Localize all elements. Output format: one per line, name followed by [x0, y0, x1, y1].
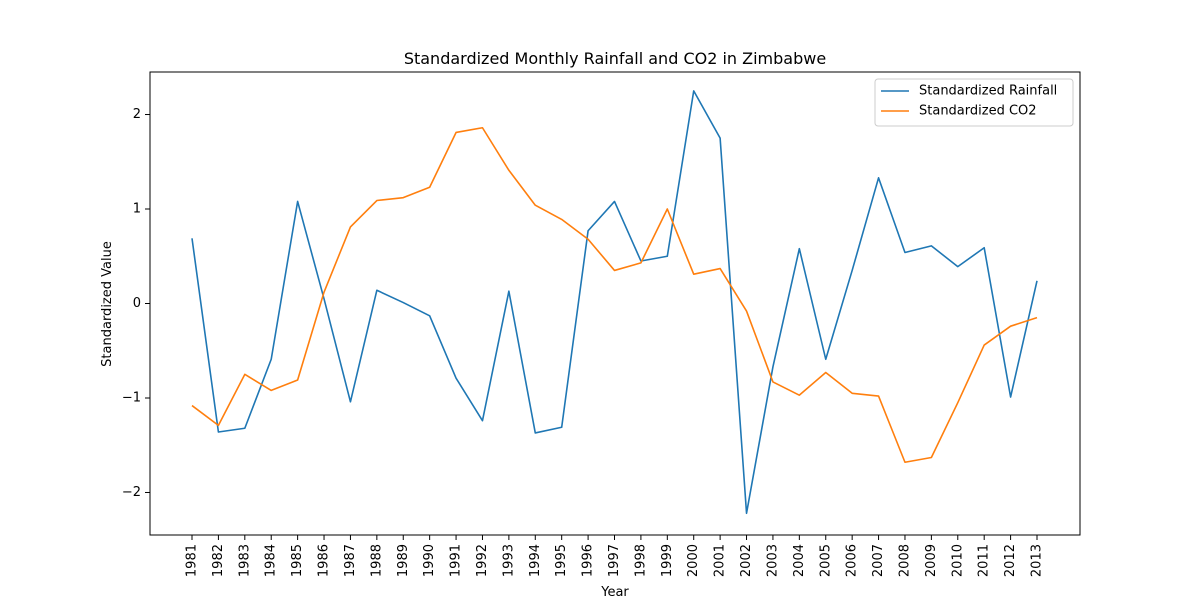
legend-label: Standardized CO2 [919, 104, 1037, 119]
x-tick-label: 2006 [845, 544, 860, 577]
x-tick-label: 2002 [739, 544, 754, 577]
x-tick-label: 2000 [686, 544, 701, 577]
x-axis: 1981 1982 1983 1984 1985 1986 1987 1988 1989 1990… [185, 535, 1045, 577]
series-lines [191, 90, 1038, 515]
x-tick-label: 1985 [290, 544, 305, 577]
legend: Standardized Rainfall Standardized CO2 [874, 78, 1074, 127]
series-line-co2 [191, 126, 1038, 464]
x-tick-label: 1992 [475, 544, 490, 577]
legend-label: Standardized Rainfall [919, 84, 1057, 99]
y-axis: −2 −1 0 1 2 [122, 107, 150, 500]
y-tick-label: 1 [133, 202, 141, 217]
x-tick-label: 1984 [264, 544, 279, 577]
x-tick-label: 2007 [871, 544, 886, 577]
x-tick-label: 2009 [924, 544, 939, 577]
x-tick-label: 1981 [185, 544, 200, 577]
x-tick-label: 1993 [501, 544, 516, 577]
x-tick-label: 2004 [792, 544, 807, 577]
x-tick-label: 1996 [581, 544, 596, 577]
x-tick-label: 2012 [1003, 544, 1018, 577]
x-tick-label: 2005 [818, 544, 833, 577]
y-tick-label: 2 [133, 107, 141, 122]
x-tick-label: 2010 [950, 544, 965, 577]
y-axis-title: Standardized Value [100, 241, 115, 367]
legend-box [874, 78, 1074, 127]
y-tick-label: −1 [122, 390, 141, 405]
x-tick-label: 1999 [660, 544, 675, 577]
x-tick-label: 1998 [633, 544, 648, 577]
x-tick-label: 1988 [369, 544, 384, 577]
x-tick-label: 1990 [422, 544, 437, 577]
x-tick-label: 2008 [897, 544, 912, 577]
x-tick-label: 1987 [343, 544, 358, 577]
x-tick-label: 1994 [528, 544, 543, 577]
x-tick-label: 1983 [237, 544, 252, 577]
x-tick-label: 1986 [317, 544, 332, 577]
x-tick-label: 2003 [765, 544, 780, 577]
x-tick-label: 1995 [554, 544, 569, 577]
chart-title: Standardized Monthly Rainfall and CO2 in… [404, 49, 826, 68]
y-tick-label: 0 [133, 296, 141, 311]
x-tick-label: 1997 [607, 544, 622, 577]
x-tick-label: 1989 [396, 544, 411, 577]
x-axis-title: Year [600, 585, 629, 600]
x-tick-label: 2001 [713, 544, 728, 577]
x-tick-label: 2013 [1030, 544, 1045, 577]
y-tick-label: −2 [122, 485, 141, 500]
x-tick-label: 1991 [449, 544, 464, 577]
x-tick-label: 1982 [211, 544, 226, 577]
series-line-rainfall [191, 90, 1038, 515]
x-tick-label: 2011 [977, 544, 992, 577]
